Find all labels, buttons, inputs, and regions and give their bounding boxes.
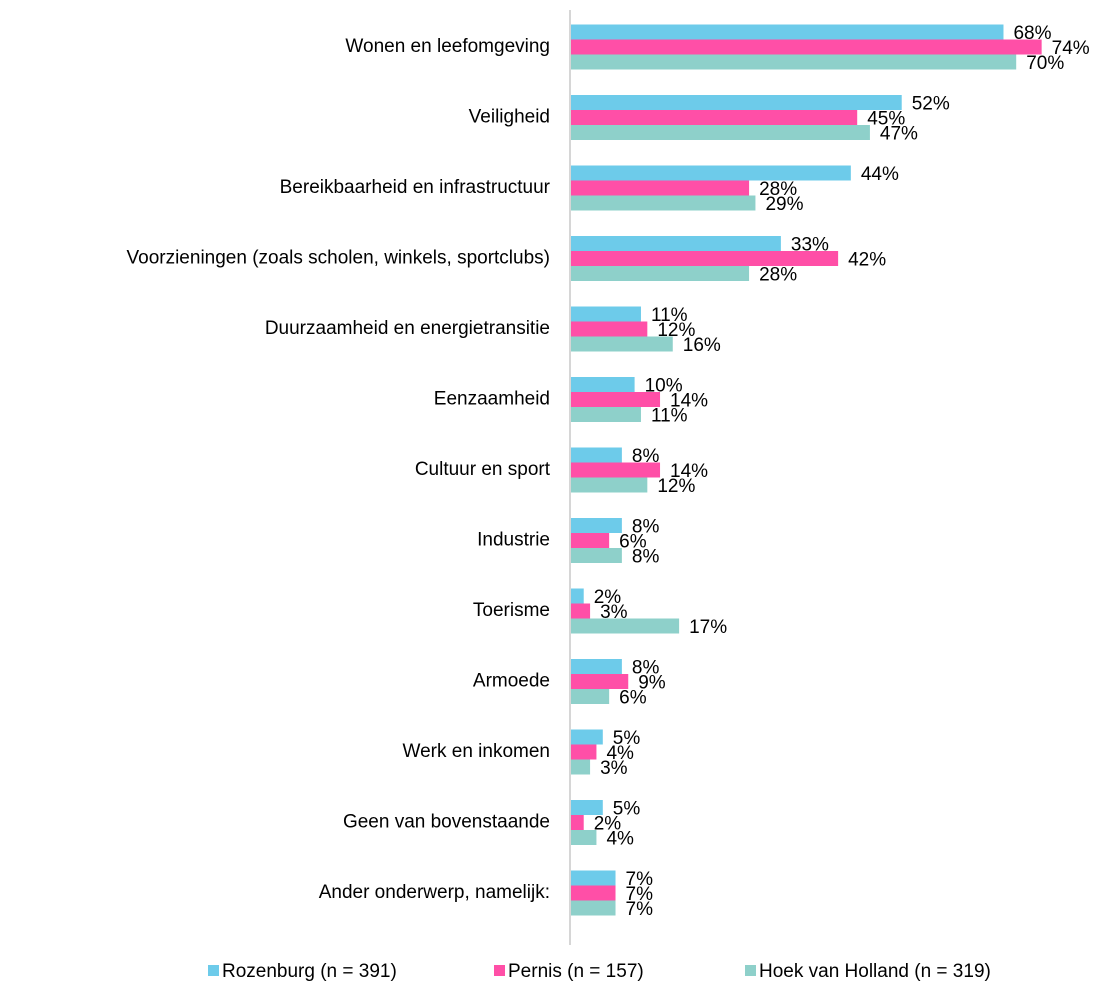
bar (571, 392, 661, 407)
category-label: Werk en inkomen (403, 741, 551, 762)
bar (571, 603, 591, 619)
category-label: Armoede (473, 671, 550, 692)
bar (571, 815, 584, 830)
value-label: 3% (600, 602, 628, 623)
value-label: 3% (600, 758, 628, 779)
value-label: 8% (632, 547, 660, 568)
value-label: 12% (657, 320, 695, 341)
value-label: 14% (670, 461, 708, 482)
value-label: 8% (632, 517, 660, 538)
category-label: Duurzaamheid en energietransitie (265, 318, 550, 339)
value-label: 7% (626, 899, 654, 920)
legend-swatch (745, 965, 756, 976)
bar (571, 548, 622, 563)
legend-label: Rozenburg (n = 391) (222, 961, 397, 982)
value-label: 28% (759, 179, 797, 200)
bar (571, 462, 661, 478)
bar (571, 588, 584, 604)
category-label: Eenzaamheid (434, 389, 550, 410)
value-label: 4% (606, 829, 634, 850)
value-label: 47% (880, 124, 918, 145)
value-label: 4% (606, 743, 634, 764)
value-label: 10% (645, 376, 683, 397)
bar (571, 689, 610, 704)
legend-label: Pernis (n = 157) (508, 961, 644, 982)
value-label: 9% (638, 673, 666, 694)
bar (571, 759, 591, 775)
bar (571, 830, 597, 845)
value-label: 8% (632, 446, 660, 467)
legend-swatch (494, 965, 505, 976)
value-label: 44% (861, 164, 899, 185)
value-label: 29% (765, 194, 803, 215)
value-label: 52% (912, 94, 950, 115)
bar (571, 870, 616, 886)
value-label: 68% (1013, 23, 1051, 44)
value-label: 12% (657, 476, 695, 497)
value-label: 17% (689, 617, 727, 638)
value-label: 14% (670, 391, 708, 412)
legend-label: Hoek van Holland (n = 319) (759, 961, 991, 982)
bar (571, 165, 851, 181)
bar (571, 125, 870, 140)
value-label: 11% (651, 406, 688, 427)
value-label: 28% (759, 265, 797, 286)
value-label: 74% (1052, 38, 1090, 59)
bar (571, 885, 616, 901)
bar (571, 251, 839, 266)
bar (571, 800, 603, 815)
bar (571, 54, 1017, 70)
value-label: 70% (1026, 53, 1064, 74)
value-label: 33% (791, 235, 829, 256)
bar (571, 195, 756, 211)
category-label: Wonen en leefomgeving (345, 36, 550, 57)
value-label: 45% (867, 109, 905, 130)
bar (571, 110, 858, 125)
bar (571, 744, 597, 760)
legend-swatch (208, 965, 219, 976)
value-label: 42% (848, 250, 886, 271)
value-label: 2% (594, 587, 622, 608)
bar (571, 659, 622, 674)
value-label: 5% (613, 799, 641, 820)
value-label: 6% (619, 532, 647, 553)
bar (571, 180, 750, 196)
value-label: 7% (626, 869, 654, 890)
value-label: 16% (683, 335, 721, 356)
bar (571, 39, 1042, 55)
value-label: 8% (632, 658, 660, 679)
bar (571, 95, 902, 110)
bar (571, 321, 648, 337)
category-label: Cultuur en sport (415, 459, 551, 480)
bar (571, 336, 673, 352)
bar (571, 900, 616, 916)
bar (571, 533, 610, 548)
bar (571, 407, 641, 422)
category-label: Industrie (477, 530, 550, 551)
value-label: 6% (619, 688, 647, 709)
bar (571, 729, 603, 745)
category-label: Bereikbaarheid en infrastructuur (280, 177, 551, 198)
category-label: Voorzieningen (zoals scholen, winkels, s… (127, 248, 551, 269)
bar (571, 236, 781, 251)
bar (571, 674, 629, 689)
category-label: Toerisme (473, 600, 550, 621)
bar (571, 306, 641, 322)
category-label: Veiligheid (469, 107, 550, 128)
value-label: 7% (626, 884, 654, 905)
value-label: 11% (651, 305, 688, 326)
bar (571, 447, 622, 463)
bar (571, 24, 1004, 40)
bar (571, 618, 680, 634)
bar (571, 377, 635, 392)
bar (571, 266, 750, 281)
value-label: 5% (613, 728, 641, 749)
bar (571, 518, 622, 533)
bar (571, 477, 648, 493)
category-label: Ander onderwerp, namelijk: (319, 882, 550, 903)
value-label: 2% (594, 814, 622, 835)
category-label: Geen van bovenstaande (343, 812, 550, 833)
